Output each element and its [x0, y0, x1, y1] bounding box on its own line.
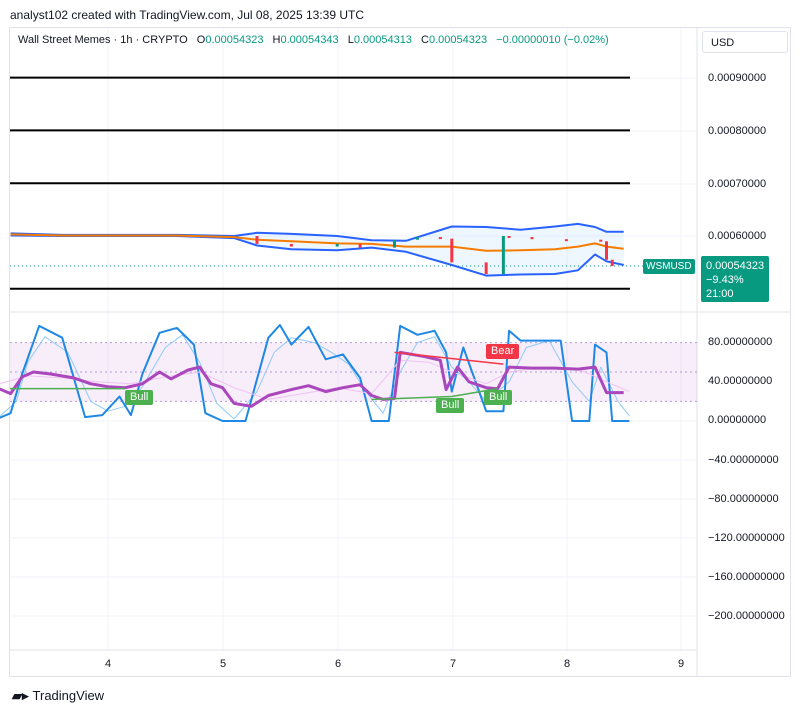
time-tick: 9 [677, 658, 685, 670]
price-candle [335, 243, 339, 247]
tradingview-logo-icon: ▰▸ [12, 688, 29, 703]
bar-countdown: 21:00 [706, 288, 734, 300]
bull-divergence-line [371, 395, 452, 401]
time-tick: 8 [563, 658, 571, 670]
price-tick: 0.00090000 [708, 72, 767, 84]
osc-tick: −120.00000000 [708, 532, 785, 544]
price-candle [507, 236, 511, 238]
bull-signal-label: Bull [484, 390, 513, 405]
osc-tick: −40.00000000 [708, 454, 779, 466]
low-value: 0.00054313 [353, 34, 412, 46]
price-candles [255, 236, 614, 275]
price-candle [564, 239, 568, 242]
osc-tick: −200.00000000 [708, 610, 785, 622]
rsi-line [0, 350, 624, 408]
time-tick: 6 [334, 658, 342, 670]
time-tick: 4 [104, 658, 112, 670]
price-candle [358, 243, 362, 248]
chart-frame [9, 27, 791, 677]
osc-tick: 40.00000000 [708, 375, 773, 387]
last-price: 0.00054323 [706, 260, 765, 272]
stoch-d-line [0, 334, 630, 420]
osc-tick: 0.00000000 [708, 414, 767, 426]
price-candle [484, 262, 488, 275]
tradingview-footer[interactable]: ▰▸ TradingView [12, 688, 104, 704]
time-tick: 7 [449, 658, 457, 670]
bull-signal-label: Bull [125, 390, 154, 405]
bear-divergence-line [394, 351, 504, 365]
horizontal-levels [10, 76, 697, 290]
close-value: 0.00054323 [428, 34, 488, 46]
change-value: −0.00000010 (−0.02%) [496, 34, 609, 46]
price-candle [501, 236, 505, 275]
price-candle [530, 237, 534, 240]
price-candle [415, 237, 419, 240]
currency-button[interactable]: USD [702, 31, 788, 53]
osc-tick: 80.00000000 [708, 336, 773, 348]
bull-signal-label: Bull [436, 398, 465, 413]
stoch-k-line [0, 324, 630, 422]
bear-signal-label: Bear [486, 344, 520, 359]
price-change-percent: −9.43% [706, 274, 744, 286]
oscillator-lines [0, 324, 630, 422]
price-tick: 0.00080000 [708, 125, 767, 137]
symbol-price-tag: WSMUSD [643, 259, 695, 274]
attribution-header: analyst102 created with TradingView.com,… [10, 8, 364, 22]
price-candle [438, 237, 442, 240]
bull-divergence-line [451, 387, 498, 398]
footer-brand: TradingView [32, 688, 105, 703]
price-candle [605, 241, 609, 260]
osc-tick: −160.00000000 [708, 571, 785, 583]
symbol-legend: Wall Street Memes · 1h · CRYPTO O0.00054… [18, 34, 609, 46]
price-candle [450, 238, 454, 263]
price-candle [393, 239, 396, 248]
time-tick: 5 [219, 658, 227, 670]
bollinger-bands [10, 222, 624, 277]
price-candle [599, 239, 603, 242]
price-tick: 0.00070000 [708, 178, 767, 190]
osc-tick: −80.00000000 [708, 493, 779, 505]
price-candle [610, 259, 614, 267]
price-tick: 0.00060000 [708, 230, 767, 242]
high-value: 0.00054343 [280, 34, 339, 46]
symbol-name: Wall Street Memes · 1h · CRYPTO [18, 34, 188, 46]
price-candle [289, 243, 293, 247]
last-price-tag: 0.00054323 −9.43% 21:00 [701, 256, 769, 302]
bollinger-basis-line [10, 233, 624, 252]
price-candle [255, 236, 259, 244]
open-value: 0.00054323 [205, 34, 264, 46]
